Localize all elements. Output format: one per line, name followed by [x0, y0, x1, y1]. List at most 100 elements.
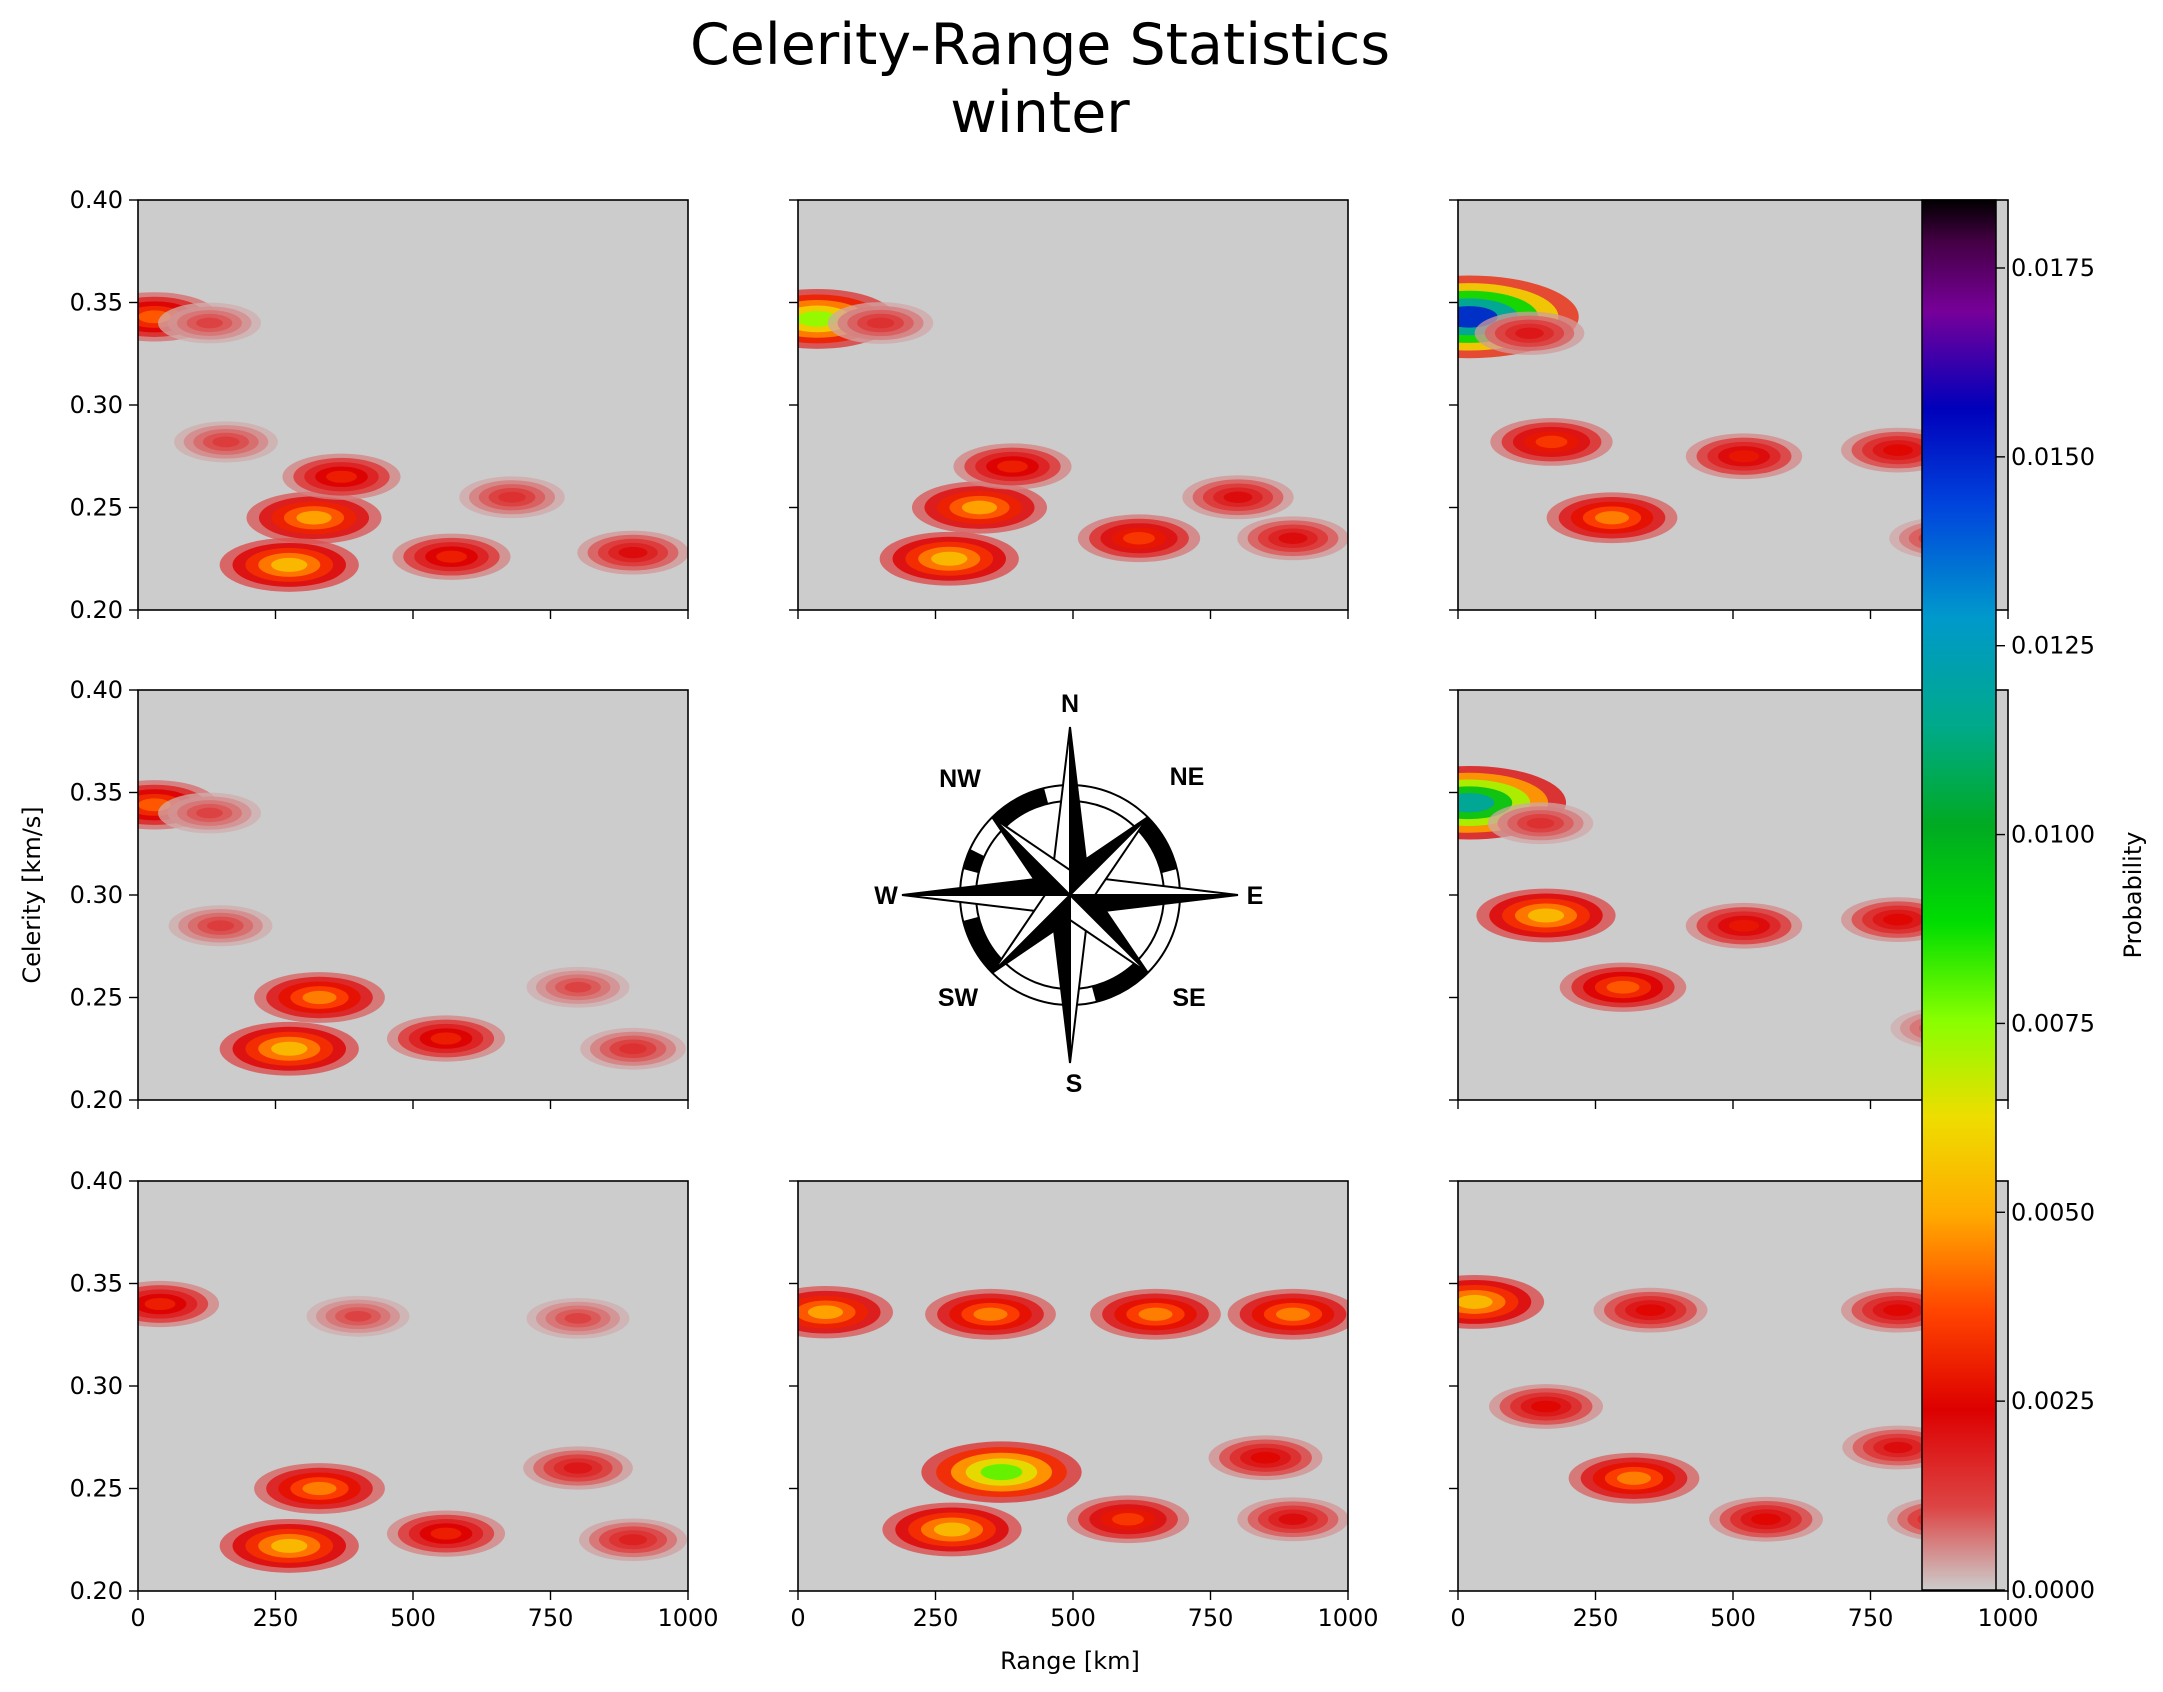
- density-blob-3-level-4: [1594, 511, 1630, 525]
- colorbar-tick-label: 0.0050: [2011, 1198, 2095, 1226]
- density-blob-5-level-4: [430, 1527, 462, 1540]
- compass-label-sw: SW: [938, 984, 979, 1012]
- compass-label-ne: NE: [1170, 763, 1205, 791]
- y-tick-label: 0.40: [70, 1167, 123, 1195]
- y-tick-label: 0.20: [70, 1086, 123, 1114]
- density-blob-3-level-4: [1275, 1307, 1311, 1321]
- colorbar-tick-label: 0.0100: [2011, 821, 2095, 849]
- y-tick-label: 0.30: [70, 1372, 123, 1400]
- density-blob-7-level-4: [1250, 1451, 1281, 1464]
- density-blob-4-level-4: [997, 460, 1028, 473]
- density-blob-5-level-4: [326, 470, 357, 483]
- x-tick-label: 250: [253, 1604, 299, 1632]
- y-tick-label: 0.20: [70, 596, 123, 624]
- density-blob-5-level-4: [1751, 1513, 1781, 1526]
- density-blob-1-level-4: [1635, 1304, 1666, 1316]
- density-blob-3-level-4: [271, 1041, 308, 1056]
- density-blob-4-level-4: [1616, 1471, 1652, 1485]
- density-blob-7-level-4: [619, 1043, 647, 1055]
- y-tick-label: 0.25: [70, 494, 123, 522]
- density-blob-1-level-4: [344, 1310, 372, 1322]
- density-blob-2-level-4: [1138, 1307, 1173, 1321]
- density-blob-7-level-4: [1278, 532, 1308, 544]
- density-blob-1-level-4: [866, 317, 895, 329]
- panels-grid: 0.20 0.25 0.30 0.35 0.40 0.20 0.25 0.30 0.35 0.40…: [70, 186, 2039, 1632]
- density-blob-3-level-4: [1531, 1400, 1561, 1413]
- panel-w: 0.20 0.25 0.30 0.35 0.40: [70, 676, 689, 1114]
- density-blob-2-level-4: [206, 920, 235, 932]
- y-tick-label: 0.30: [70, 881, 123, 909]
- x-tick-label: 500: [390, 1604, 436, 1632]
- colorbar-tick-label: 0.0175: [2011, 254, 2095, 282]
- compass-label-s: S: [1066, 1070, 1083, 1098]
- colorbar-ticks: 0.0000 0.0025 0.0050 0.0075 0.0100 0.0125 0.01…: [1996, 254, 2095, 1604]
- colorbar-tick-label: 0.0025: [2011, 1387, 2095, 1415]
- y-axis-label: Celerity [km/s]: [18, 806, 46, 983]
- density-blob-7-level-4: [498, 491, 526, 503]
- x-tick-label: 500: [1710, 1604, 1756, 1632]
- density-blob-3-level-4: [961, 500, 998, 515]
- density-blob-8-level-4: [618, 546, 648, 559]
- y-tick-label: 0.40: [70, 186, 123, 214]
- density-blob-0-level-4: [144, 1297, 176, 1311]
- x-axis-label: Range [km]: [1000, 1647, 1140, 1675]
- density-blob-2-level-4: [1883, 1304, 1913, 1316]
- colorbar-tick-label: 0.0150: [2011, 443, 2095, 471]
- density-blob-0-level-4: [807, 1305, 844, 1320]
- colorbar: 0.0000 0.0025 0.0050 0.0075 0.0100 0.0125 0.01…: [1921, 199, 2147, 1604]
- density-blob-1-level-4: [1526, 817, 1555, 829]
- density-blob-1-level-4: [196, 807, 223, 819]
- x-tick-label: 750: [1848, 1604, 1894, 1632]
- density-blob-5-level-4: [430, 1032, 462, 1045]
- colorbar-tick-label: 0.0075: [2011, 1009, 2095, 1037]
- panel-s: 0 250 500 750 1000: [789, 1180, 1379, 1632]
- density-blob-0-level-4: [1458, 1294, 1493, 1309]
- density-blob-5-level-4: [980, 1464, 1023, 1481]
- chart-title: Celerity-Range Statistics: [690, 12, 1390, 78]
- panel-e: [1449, 689, 2009, 1109]
- density-blob-6-level-4: [1883, 1441, 1913, 1454]
- y-tick-label: 0.20: [70, 1577, 123, 1605]
- density-blob-4-level-4: [1728, 919, 1760, 932]
- density-blob-2-level-4: [212, 436, 240, 448]
- colorbar-gradient: [1921, 199, 1997, 1591]
- x-tick-label: 0: [790, 1604, 805, 1632]
- density-blob-2-level-4: [931, 551, 968, 566]
- colorbar-tick-label: 0.0125: [2011, 632, 2095, 660]
- density-blob-3-level-4: [271, 557, 308, 572]
- x-tick-label: 750: [528, 1604, 574, 1632]
- density-blob-0-level-4: [1458, 793, 1495, 813]
- density-blob-5-level-4: [1123, 532, 1155, 545]
- y-tick-label: 0.35: [70, 779, 123, 807]
- density-blob-0-level-4: [798, 311, 838, 327]
- density-blob-8-level-4: [1278, 1513, 1308, 1525]
- density-blob-4-level-4: [933, 1522, 971, 1537]
- chart-subtitle: winter: [950, 80, 1130, 146]
- density-blob-4-level-4: [302, 1481, 337, 1496]
- compass-label-e: E: [1247, 882, 1264, 910]
- x-tick-label: 750: [1188, 1604, 1234, 1632]
- x-tick-label: 250: [1573, 1604, 1619, 1632]
- y-tick-label: 0.40: [70, 676, 123, 704]
- density-blob-7-level-4: [618, 1534, 648, 1546]
- density-blob-5-level-4: [1883, 444, 1913, 456]
- density-blob-1-level-4: [973, 1307, 1008, 1321]
- y-tick-label: 0.25: [70, 984, 123, 1012]
- colorbar-tick-label: 0.0000: [2011, 1576, 2095, 1604]
- density-blob-3-level-4: [271, 1538, 308, 1553]
- density-blob-6-level-4: [563, 1462, 593, 1474]
- colorbar-label: Probability: [2119, 832, 2147, 959]
- density-blob-3-level-4: [1606, 980, 1640, 994]
- panel-nw: 0.20 0.25 0.30 0.35 0.40: [70, 186, 689, 624]
- density-blob-2-level-4: [1535, 435, 1568, 449]
- y-tick-label: 0.25: [70, 1475, 123, 1503]
- compass-label-n: N: [1061, 690, 1079, 718]
- x-tick-label: 500: [1050, 1604, 1096, 1632]
- compass-label-se: SE: [1172, 984, 1205, 1012]
- y-tick-label: 0.35: [70, 1270, 123, 1298]
- x-tick-label: 1000: [1317, 1604, 1378, 1632]
- density-blob-2-level-4: [564, 1313, 592, 1324]
- density-blob-1-level-4: [1515, 327, 1544, 339]
- y-tick-label: 0.30: [70, 391, 123, 419]
